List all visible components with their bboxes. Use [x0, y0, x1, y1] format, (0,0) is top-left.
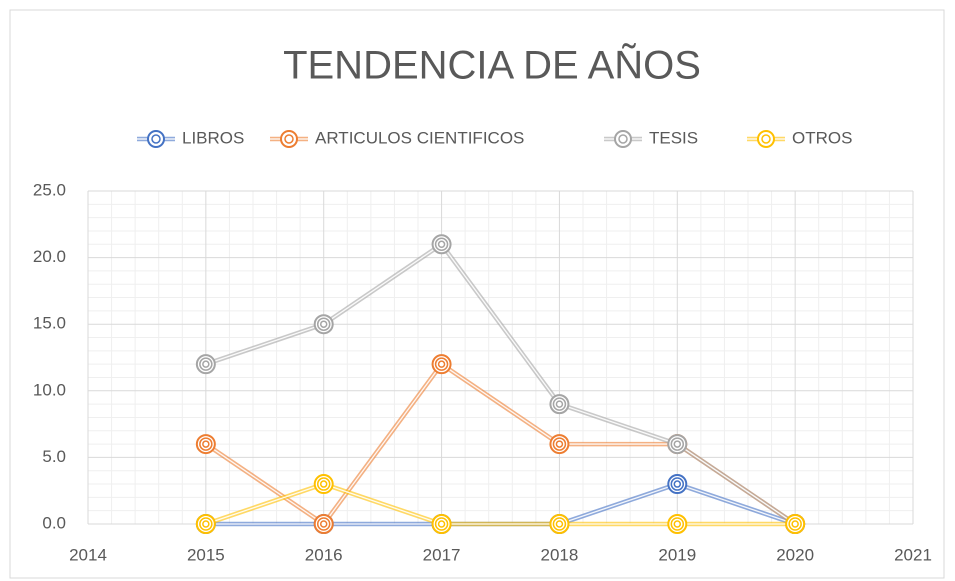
marker-dot — [673, 440, 682, 448]
marker-inner — [316, 517, 331, 531]
marker — [313, 314, 334, 335]
marker-dot — [555, 520, 564, 528]
marker-inner — [552, 517, 567, 531]
marker-dot — [791, 520, 799, 528]
x-tick-label: 2018 — [541, 545, 579, 564]
legend-entry: TESIS — [604, 128, 698, 148]
legend-marker-inner — [761, 134, 771, 144]
marker-dot — [673, 520, 682, 528]
marker-inner — [552, 437, 567, 451]
y-tick-label: 0.0 — [42, 513, 66, 532]
marker-dot — [437, 240, 446, 249]
x-tick-label: 2021 — [894, 545, 932, 564]
marker-inner — [434, 357, 449, 371]
x-tick-label: 2020 — [776, 545, 814, 564]
x-tick-label: 2015 — [187, 545, 225, 564]
legend-label: LIBROS — [182, 128, 244, 147]
marker — [195, 354, 216, 375]
legend-marker-inner — [284, 134, 294, 144]
chart-title: TENDENCIA DE AÑOS — [283, 43, 701, 88]
legend-entry: LIBROS — [137, 128, 244, 148]
marker-dot — [319, 520, 328, 528]
legend-marker — [614, 130, 632, 148]
marker-dot — [437, 360, 446, 368]
marker-inner — [316, 317, 331, 331]
legend-label: ARTICULOS CIENTIFICOS — [315, 128, 524, 147]
y-tick-label: 15.0 — [33, 314, 66, 333]
marker-dot — [555, 400, 564, 408]
legend-marker — [280, 130, 298, 148]
legend-marker-inner — [618, 134, 628, 144]
legend-marker — [147, 130, 165, 148]
marker-inner — [670, 477, 685, 491]
marker-dot — [319, 320, 328, 328]
marker-dot — [437, 520, 446, 528]
y-tick-label: 10.0 — [33, 380, 66, 399]
legend: LIBROS ARTICULOS CIENTIFICOS TESIS OTROS — [137, 128, 852, 148]
marker-inner — [552, 397, 567, 411]
marker — [195, 514, 216, 534]
marker — [549, 434, 570, 455]
y-tick-label: 20.0 — [33, 247, 66, 266]
marker — [313, 474, 334, 495]
marker-dot — [555, 440, 564, 448]
marker — [431, 354, 452, 375]
legend-entry: ARTICULOS CIENTIFICOS — [270, 128, 524, 148]
marker — [431, 514, 452, 534]
series-line-inner — [205, 243, 796, 525]
marker-inner — [316, 477, 331, 491]
marker-inner — [434, 237, 449, 252]
marker-dot — [202, 520, 210, 528]
series — [195, 474, 806, 534]
marker — [313, 514, 334, 534]
marker-dot — [202, 440, 210, 448]
grid — [87, 190, 914, 525]
plot — [195, 234, 806, 534]
x-tick-label: 2019 — [658, 545, 696, 564]
legend-label: OTROS — [792, 128, 852, 147]
x-tick-label: 2014 — [69, 545, 107, 564]
marker-dot — [202, 360, 210, 368]
x-tick-label: 2017 — [423, 545, 461, 564]
legend-entry: OTROS — [747, 128, 852, 148]
legend-label: TESIS — [649, 128, 698, 147]
marker — [431, 234, 452, 255]
marker-inner — [670, 517, 685, 531]
marker-inner — [788, 517, 802, 531]
series-line-inner — [205, 483, 796, 525]
marker-dot — [319, 480, 328, 488]
marker — [195, 434, 216, 455]
marker — [667, 514, 688, 534]
legend-marker — [757, 130, 775, 148]
marker — [549, 514, 570, 534]
marker-inner — [199, 437, 213, 451]
y-tick-label: 25.0 — [33, 180, 66, 199]
marker — [667, 434, 688, 455]
marker-dot — [673, 480, 682, 488]
marker — [667, 474, 688, 495]
y-tick-label: 5.0 — [42, 447, 66, 466]
marker — [549, 394, 570, 415]
legend-marker-inner — [151, 134, 161, 144]
marker-inner — [199, 517, 213, 531]
marker-inner — [199, 357, 213, 371]
marker-inner — [434, 517, 449, 531]
x-tick-label: 2016 — [305, 545, 343, 564]
marker-inner — [670, 437, 685, 451]
marker — [785, 514, 806, 534]
